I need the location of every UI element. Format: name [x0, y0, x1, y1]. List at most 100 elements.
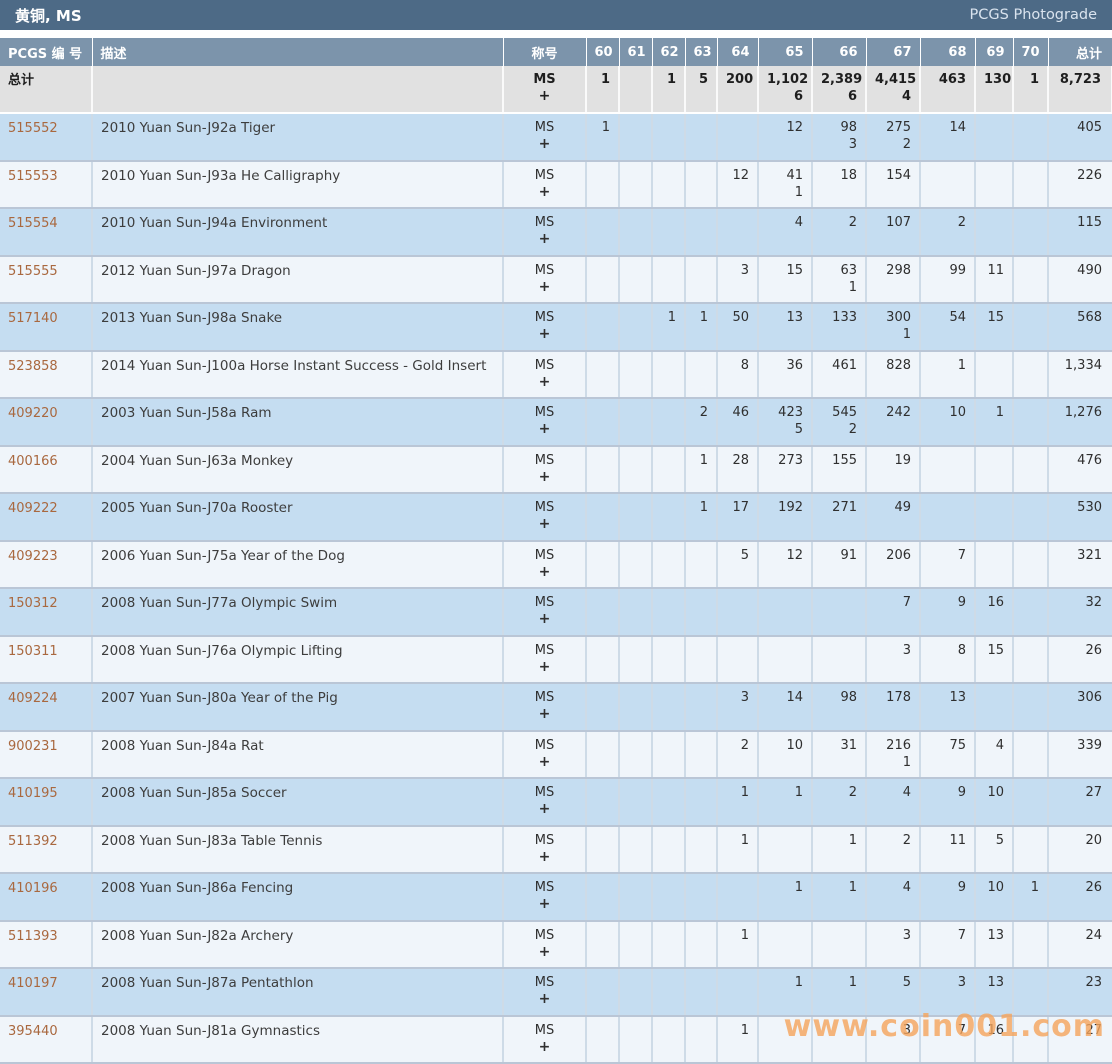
grade-plus-value: [875, 896, 911, 913]
grade-value: [694, 594, 708, 611]
pcgs-number-link[interactable]: 515554: [8, 216, 58, 231]
grade-value: 2: [740, 737, 749, 753]
grade-value: 5: [902, 975, 911, 990]
designation-cell: MS +: [503, 350, 587, 399]
col-header-grade-66: 66: [812, 38, 867, 66]
grade-plus-value: [821, 1039, 857, 1056]
grade-value: [661, 642, 676, 659]
grade-value: [726, 642, 749, 659]
pcgs-number-link[interactable]: 409222: [8, 501, 58, 516]
grade-plus-value: [1022, 88, 1039, 105]
grade-value: 15: [987, 310, 1004, 325]
grade-value: 1: [667, 310, 676, 325]
grade-plus-value: [821, 849, 857, 866]
grade-value: 16: [987, 1022, 1004, 1038]
grade-60-cell: [586, 730, 620, 779]
pcgs-number-link[interactable]: 515553: [8, 168, 58, 184]
grade-value: 4: [794, 215, 803, 230]
description-cell: 2008 Yuan Sun-J83a Table Tennis: [92, 825, 504, 874]
grade-plus-value: 4: [901, 89, 911, 104]
grade-value: [1022, 499, 1039, 516]
total-cell: 26: [1048, 873, 1112, 922]
pcgs-number-cell: 400166: [0, 445, 93, 494]
grade-64-cell: 17: [717, 493, 759, 542]
pcgs-number-link[interactable]: 515552: [8, 121, 58, 136]
pcgs-number-link[interactable]: 409223: [8, 548, 58, 564]
pcgs-number-link[interactable]: 410196: [8, 881, 58, 896]
pcgs-number-link[interactable]: 410197: [8, 976, 58, 991]
grade-value: 300: [886, 310, 911, 325]
grade-plus-value: [595, 231, 610, 248]
pcgs-number-link[interactable]: 150312: [8, 596, 58, 611]
pcgs-number-link[interactable]: 511393: [8, 928, 58, 944]
coin-description: 2006 Yuan Sun-J75a Year of the Dog: [101, 547, 345, 564]
pcgs-number-link[interactable]: 400166: [8, 453, 58, 469]
grade-70-cell: [1013, 588, 1049, 637]
grade-value: 13: [987, 927, 1004, 943]
grade-plus-value: [929, 88, 966, 105]
designation-plus: +: [538, 326, 551, 342]
grade-plus-value: [821, 326, 857, 343]
grade-66-cell: 98 3: [812, 113, 867, 162]
grade-value: [628, 784, 643, 801]
designation-cell: MS +: [503, 778, 587, 827]
grade-68-cell: 9: [920, 588, 976, 637]
table-row: 410195 2008 Yuan Sun-J85a Soccer MS +1 1 2 4 9 1…: [0, 778, 1112, 827]
grade-value: 9: [957, 785, 966, 800]
grade-plus-value: [595, 184, 610, 201]
grade-63-cell: [685, 825, 718, 874]
grade-66-cell: 98: [812, 683, 867, 732]
grade-value: [628, 547, 643, 564]
designation-ms: MS: [534, 357, 555, 373]
pcgs-number-link[interactable]: 409220: [8, 406, 58, 421]
pcgs-number-link[interactable]: 523858: [8, 358, 58, 374]
designation-ms: MS: [534, 120, 555, 135]
grade-plus-value: [661, 1039, 676, 1056]
grade-67-cell: 178: [866, 683, 921, 732]
grade-value: 242: [886, 405, 911, 420]
grade-63-cell: [685, 683, 718, 732]
pcgs-number-link[interactable]: 511392: [8, 833, 58, 849]
grade-60-cell: [586, 968, 620, 1017]
grade-value: [984, 689, 1004, 706]
grade-plus-value: 6: [847, 89, 857, 104]
grade-value: [661, 167, 676, 184]
grade-plus-value: [694, 326, 708, 343]
grade-plus-value: [984, 326, 1004, 343]
designation-ms: MS: [534, 785, 555, 800]
grade-61-cell: [619, 968, 653, 1017]
grade-70-cell: [1013, 540, 1049, 589]
grade-62-cell: [652, 493, 686, 542]
pcgs-number-link[interactable]: 409224: [8, 691, 58, 706]
grade-plus-value: [984, 421, 1004, 438]
grade-69-cell: 13: [975, 968, 1014, 1017]
grade-value: 36: [786, 357, 803, 373]
photograde-link[interactable]: PCGS Photograde: [969, 7, 1097, 23]
pcgs-number-link[interactable]: 410195: [8, 786, 58, 801]
grade-value: [628, 167, 643, 184]
pcgs-number-link[interactable]: 517140: [8, 311, 58, 326]
grade-plus-value: [875, 1039, 911, 1056]
grade-value: 14: [786, 690, 803, 705]
grade-value: [661, 784, 676, 801]
pcgs-number-link[interactable]: 150311: [8, 643, 58, 659]
designation-ms: MS: [534, 262, 555, 278]
pcgs-number-link[interactable]: 515555: [8, 263, 58, 279]
grade-value: [661, 262, 676, 279]
designation-ms: MS: [534, 215, 555, 230]
grade-60-cell: [586, 208, 620, 257]
grade-65-cell: 273: [758, 445, 813, 494]
pcgs-number-link[interactable]: 900231: [8, 738, 58, 754]
grade-69-cell: 11: [975, 255, 1014, 304]
designation-ms: MS: [534, 690, 555, 705]
grade-value: [984, 547, 1004, 564]
grade-62-cell: [652, 255, 686, 304]
pcgs-number-link[interactable]: 395440: [8, 1023, 58, 1039]
grade-plus-value: [929, 136, 966, 153]
grade-plus-value: [984, 136, 1004, 153]
grade-64-cell: 1: [717, 825, 759, 874]
totals-label-cell: 总计: [0, 66, 93, 114]
grade-plus-value: [661, 564, 676, 581]
grade-plus-value: [661, 991, 676, 1008]
grade-value: 3: [740, 690, 749, 705]
